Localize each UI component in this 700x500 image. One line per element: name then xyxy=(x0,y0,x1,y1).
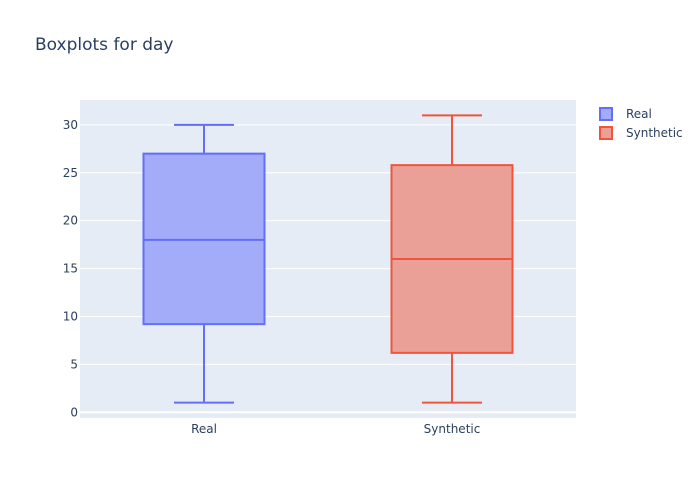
y-tick-label: 15 xyxy=(63,262,78,276)
y-axis-ticks: 0 5 10 15 20 25 30 xyxy=(63,118,78,419)
box-synthetic xyxy=(390,114,514,404)
y-tick-label: 20 xyxy=(63,214,78,228)
legend-label: Real xyxy=(626,107,652,121)
x-tick-label: Real xyxy=(191,422,217,436)
chart-title: Boxplots for day xyxy=(35,35,174,55)
legend: Real Synthetic xyxy=(599,107,683,140)
y-tick-label: 25 xyxy=(63,166,78,180)
x-axis-ticks: Real Synthetic xyxy=(191,422,480,436)
box-real xyxy=(142,123,266,404)
legend-swatch xyxy=(599,126,613,140)
y-tick-label: 5 xyxy=(70,357,78,371)
y-tick-label: 10 xyxy=(63,309,78,323)
legend-label: Synthetic xyxy=(626,126,683,140)
x-tick-label: Synthetic xyxy=(424,422,481,436)
legend-item-synthetic[interactable]: Synthetic xyxy=(599,126,683,140)
boxes xyxy=(142,114,514,404)
legend-swatch xyxy=(599,107,613,121)
legend-item-real[interactable]: Real xyxy=(599,107,652,121)
y-tick-label: 0 xyxy=(70,405,78,419)
y-tick-label: 30 xyxy=(63,118,78,132)
